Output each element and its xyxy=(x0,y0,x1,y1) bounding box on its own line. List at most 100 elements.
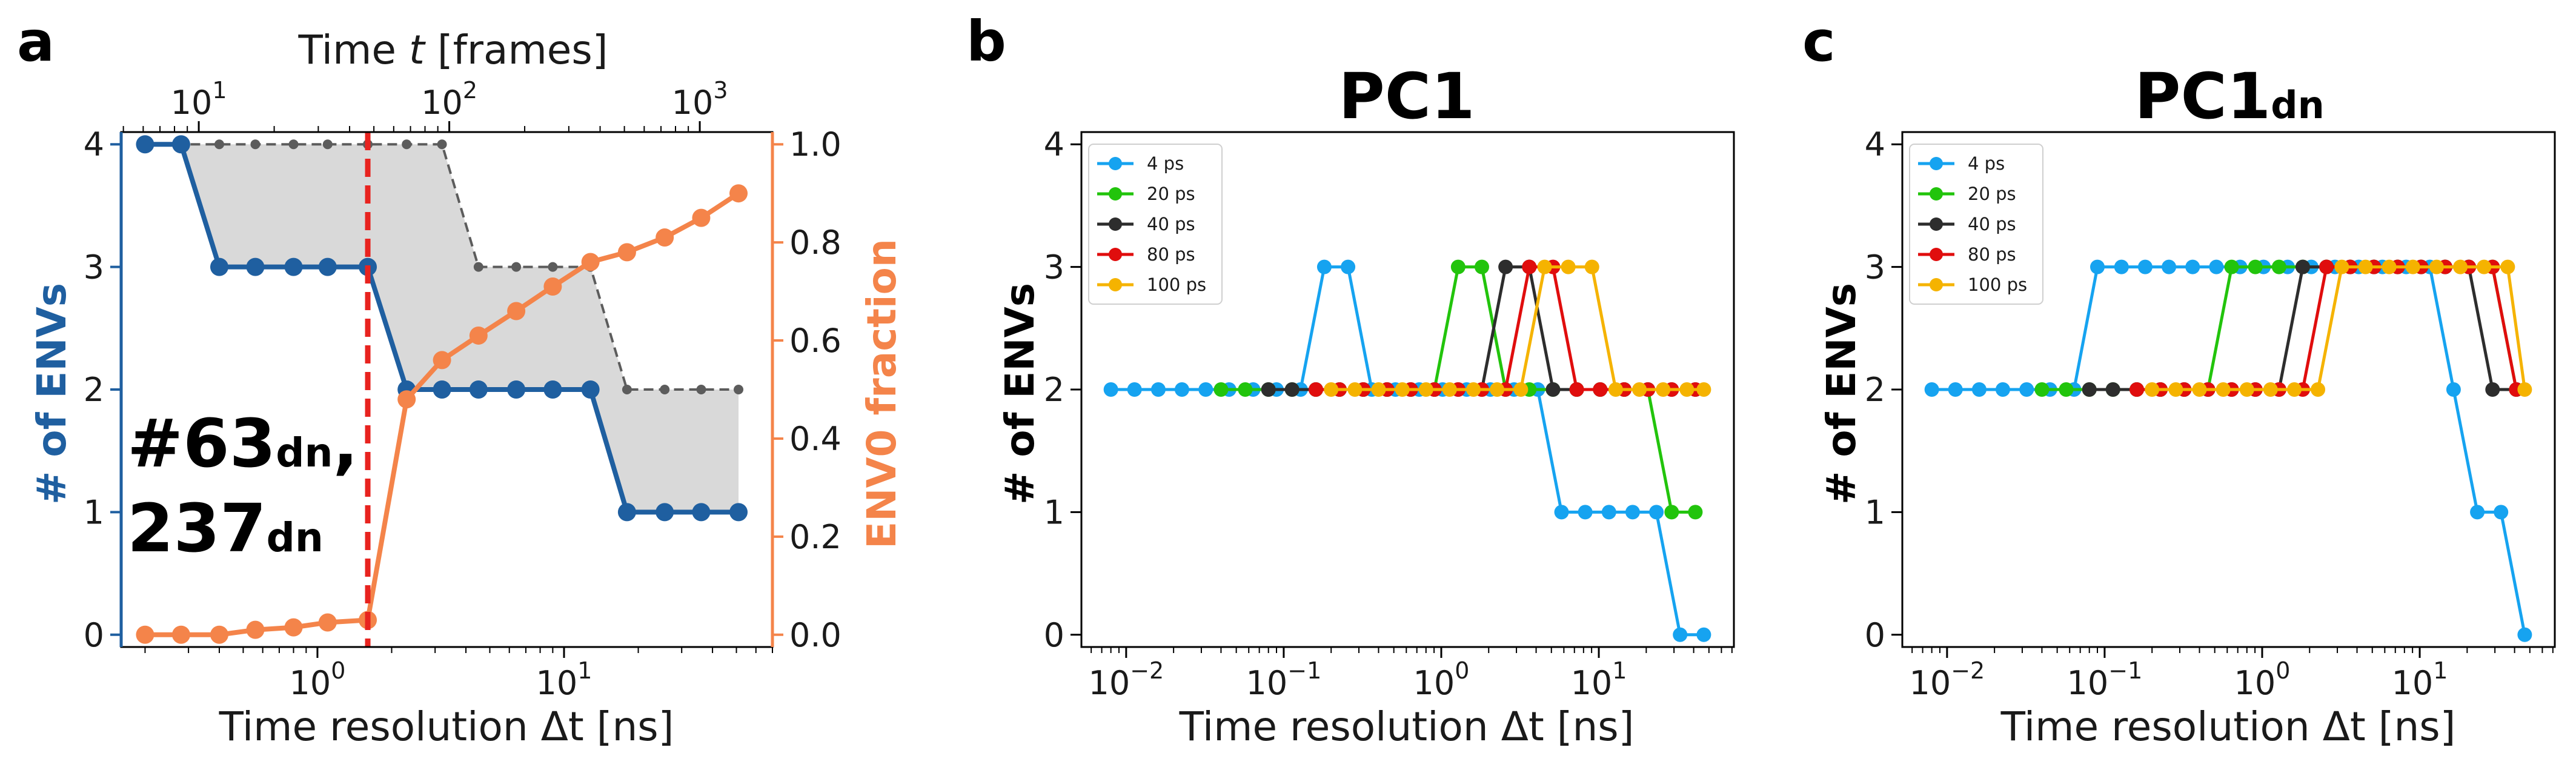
series-80-ps-point xyxy=(2319,259,2334,274)
series-40-ps-point xyxy=(2105,382,2120,397)
series-4-ps-point xyxy=(2446,382,2461,397)
series-4-ps-point xyxy=(2019,382,2034,397)
y2-tick-label: 0.8 xyxy=(789,224,842,262)
series-fraction-point xyxy=(617,243,636,262)
series-4-ps-point xyxy=(2162,259,2177,274)
series-100-ps-point xyxy=(1513,382,1529,397)
legend-label: 100 ps xyxy=(1147,274,1206,295)
series-100-ps-point xyxy=(2382,259,2397,274)
series-20-ps-point xyxy=(1664,505,1679,520)
series-40-ps-point xyxy=(2295,259,2310,274)
series-100-ps-point xyxy=(2216,382,2231,397)
series-20-ps-point xyxy=(2034,382,2050,397)
series-max-point xyxy=(660,385,670,394)
series-100-ps-point xyxy=(2145,382,2160,397)
series-20-ps-line xyxy=(2042,265,2518,391)
series-4-ps-point xyxy=(1198,382,1213,397)
series-4-ps-point xyxy=(1316,259,1332,274)
series-100-ps-point xyxy=(2405,259,2420,274)
series-envs-point xyxy=(656,503,674,522)
panel-a-letter: a xyxy=(17,9,55,74)
series-envs-point xyxy=(284,257,303,276)
series-4-ps-point xyxy=(1696,627,1711,642)
y-tick-label: 3 xyxy=(1044,248,1064,287)
x-tick-label: 101 xyxy=(2392,657,2448,702)
series-20-ps-point xyxy=(1213,382,1229,397)
legend-swatch-marker xyxy=(1109,248,1122,261)
legend-swatch-marker xyxy=(1930,248,1943,261)
series-100-ps-point xyxy=(2477,259,2492,274)
series-4-ps-point xyxy=(2470,505,2485,520)
series-100-ps-point xyxy=(2429,259,2444,274)
panel-b-xlabel: Time resolution Δt [ns] xyxy=(1179,703,1635,750)
series-4-ps-line xyxy=(1931,265,2526,635)
series-100-ps-point xyxy=(1395,382,1410,397)
y-tick-label: 0 xyxy=(1865,616,1885,654)
y-tick-label: 4 xyxy=(84,125,104,164)
series-80-ps-line xyxy=(2137,265,2518,391)
y-tick-label: 2 xyxy=(1865,371,1885,409)
top-x-tick-label: 103 xyxy=(672,77,728,122)
series-100-ps-point xyxy=(2239,382,2254,397)
series-100-ps-point xyxy=(1561,259,1576,274)
series-100-ps-point xyxy=(2500,259,2515,274)
series-fraction-point xyxy=(469,326,488,345)
series-max-point xyxy=(511,262,522,272)
panel-c: c PC1dn 0 1 2 3 4 10−2 10−1 100 101 4 ps 20 ps 40 … xyxy=(1802,9,2556,750)
x-tick-label: 100 xyxy=(1413,657,1470,702)
legend-label: 80 ps xyxy=(1968,244,2016,265)
series-4-ps-line xyxy=(1110,265,1704,637)
y2-tick-label: 0.2 xyxy=(789,518,842,556)
series-max-point xyxy=(322,139,333,150)
series-100-ps-point xyxy=(1324,382,1339,397)
legend-label: 100 ps xyxy=(1968,274,2027,295)
series-100-ps-point xyxy=(1442,382,1457,397)
series-fraction-point xyxy=(210,625,228,644)
y-tick-label: 1 xyxy=(1044,493,1064,531)
series-max-point xyxy=(288,139,299,150)
series-4-ps-point xyxy=(1971,382,1987,397)
legend-box xyxy=(1088,144,1223,305)
x-tick-label: 100 xyxy=(290,657,346,702)
series-max-point xyxy=(250,139,261,150)
y-tick-label: 2 xyxy=(1044,371,1064,409)
series-4-ps-point xyxy=(1649,505,1664,520)
series-fraction-point xyxy=(171,625,190,644)
series-max-point xyxy=(437,139,447,150)
series-4-ps-point xyxy=(2114,259,2129,274)
series-80-ps-point xyxy=(1593,382,1608,397)
legend-swatch-marker xyxy=(1930,278,1943,291)
series-80-ps-line xyxy=(1316,265,1696,391)
series-100-ps-point xyxy=(1418,382,1433,397)
series-4-ps-point xyxy=(2090,259,2105,274)
series-80-ps-point xyxy=(1569,382,1584,397)
series-fraction-point xyxy=(433,351,451,370)
series-fraction-point xyxy=(692,208,711,227)
series-4-ps-point xyxy=(1174,382,1189,397)
series-100-ps-point xyxy=(1371,382,1386,397)
series-40-ps-point xyxy=(1261,382,1276,397)
panel-c-ylabel: # of ENVs xyxy=(1818,283,1865,505)
y-tick-label: 1 xyxy=(1865,493,1885,531)
panel-b: b PC1 0 1 2 3 4 10−2 10−1 100 101 4 ps 20 ps 40 ps… xyxy=(966,9,1735,750)
x-tick-label: 101 xyxy=(536,657,593,702)
series-4-ps-point xyxy=(2209,259,2224,274)
series-4-ps-point xyxy=(1554,505,1569,520)
panel-a-y2label: ENV0 fraction xyxy=(858,239,905,549)
series-40-ps-point xyxy=(1498,259,1513,274)
series-100-ps-point xyxy=(1656,382,1671,397)
series-4-ps-point xyxy=(1341,259,1356,274)
series-fraction-point xyxy=(581,253,600,271)
x-tick-label: 10−1 xyxy=(1246,657,1322,702)
series-envs-point xyxy=(543,380,562,399)
series-4-ps-point xyxy=(2517,627,2532,642)
series-40-ps-point xyxy=(1545,382,1561,397)
series-40-ps-point xyxy=(1284,382,1300,397)
legend-label: 80 ps xyxy=(1147,244,1195,265)
series-fraction-point xyxy=(318,613,337,632)
series-fraction-point xyxy=(729,184,748,203)
series-100-ps-point xyxy=(2263,382,2278,397)
series-100-ps-point xyxy=(1608,382,1623,397)
legend-label: 20 ps xyxy=(1968,184,2016,204)
